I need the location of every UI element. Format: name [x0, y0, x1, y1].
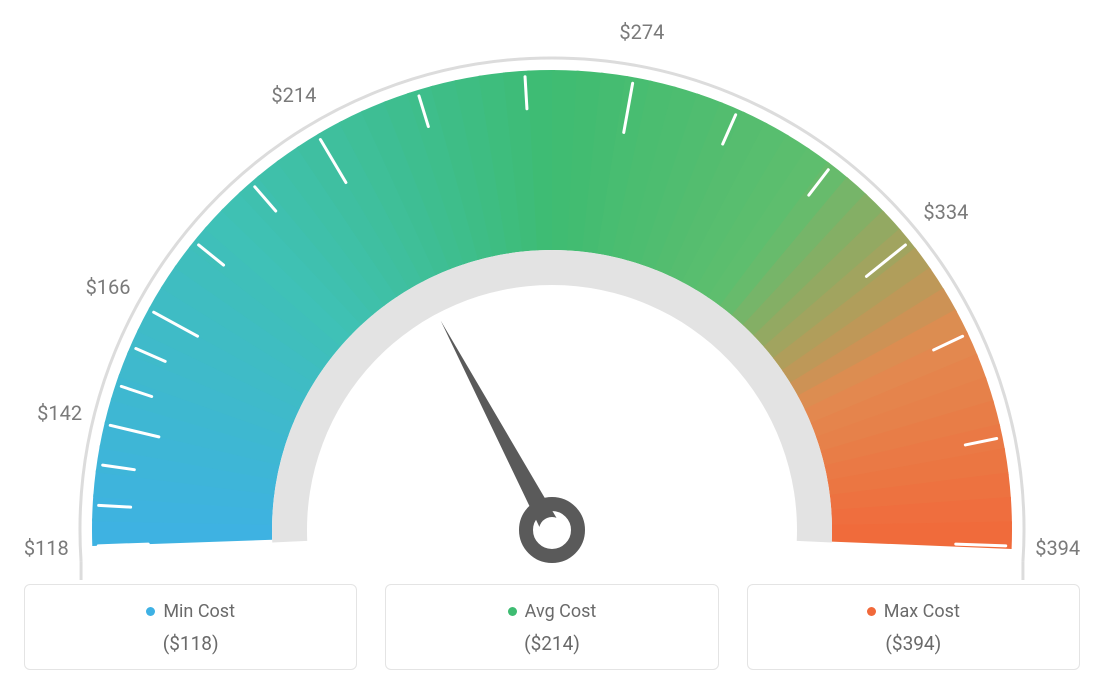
gauge-svg — [0, 20, 1104, 580]
dot-avg — [508, 607, 517, 616]
gauge-tick-label: $142 — [37, 401, 82, 425]
legend-title-avg: Avg Cost — [508, 601, 597, 622]
dot-max — [867, 607, 876, 616]
legend-label-avg: Avg Cost — [525, 601, 597, 622]
gauge-tick-label: $394 — [1035, 536, 1080, 560]
legend-value-min: ($118) — [37, 632, 344, 655]
legend-row: Min Cost ($118) Avg Cost ($214) Max Cost… — [0, 584, 1104, 670]
legend-label-max: Max Cost — [884, 601, 960, 622]
cost-gauge: $118 $142 $166 $214 $274 $334 $394 — [0, 20, 1104, 580]
gauge-tick-label: $166 — [86, 275, 131, 299]
legend-title-min: Min Cost — [146, 601, 235, 622]
legend-value-avg: ($214) — [398, 632, 705, 655]
legend-value-max: ($394) — [760, 632, 1067, 655]
gauge-tick-label: $214 — [271, 83, 316, 107]
legend-label-min: Min Cost — [163, 601, 235, 622]
gauge-tick-label: $274 — [619, 20, 664, 44]
dot-min — [146, 607, 155, 616]
legend-title-max: Max Cost — [867, 601, 960, 622]
gauge-tick-label: $334 — [923, 200, 968, 224]
legend-card-min: Min Cost ($118) — [24, 584, 357, 670]
legend-card-avg: Avg Cost ($214) — [385, 584, 718, 670]
legend-card-max: Max Cost ($394) — [747, 584, 1080, 670]
gauge-tick-label: $118 — [24, 536, 69, 560]
